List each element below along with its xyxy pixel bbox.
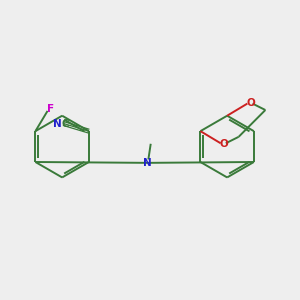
Text: O: O	[246, 98, 255, 108]
Text: F: F	[47, 104, 55, 114]
Text: C: C	[61, 118, 69, 128]
Text: N: N	[53, 118, 62, 128]
Text: O: O	[220, 139, 228, 149]
Text: N: N	[143, 158, 152, 168]
